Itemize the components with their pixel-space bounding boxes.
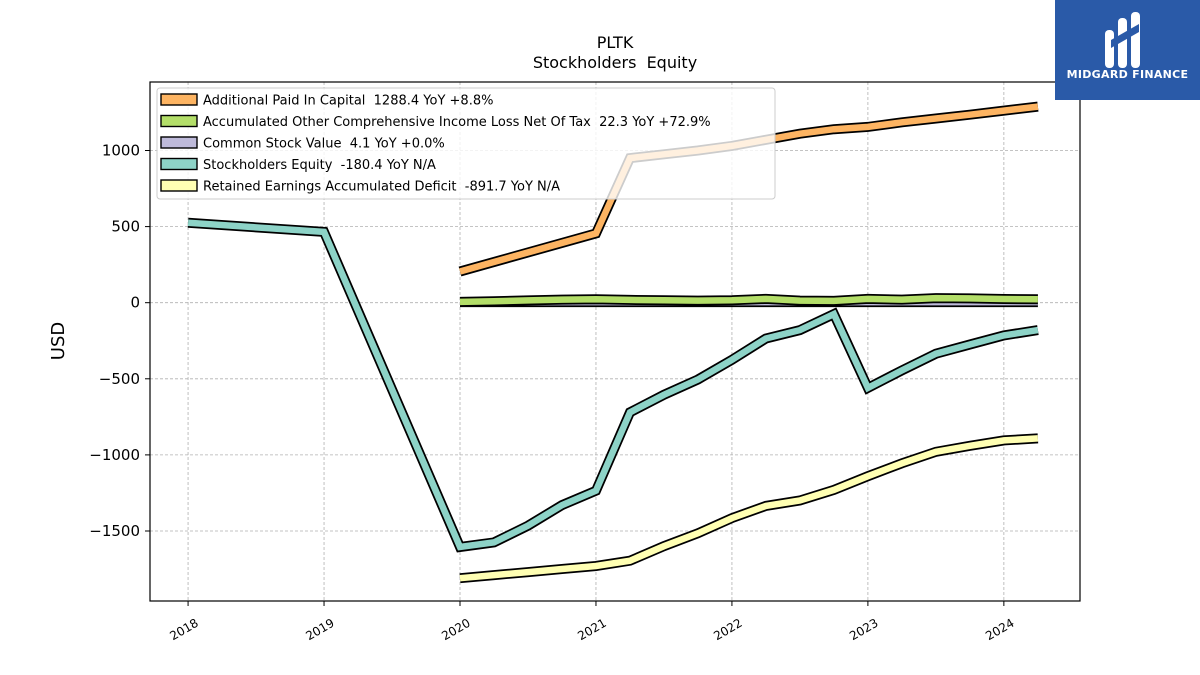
legend-entry: Common Stock Value 4.1 YoY +0.0% [203,137,445,152]
x-tick-label: 2020 [439,616,472,643]
legend-box [156,87,776,200]
x-tick-label: 2019 [303,616,336,643]
x-tick-label: 2022 [711,616,744,643]
legend-entry: Retained Earnings Accumulated Deficit -8… [203,180,560,195]
y-tick-label: −1000 [89,446,140,464]
legend-entry: Additional Paid In Capital 1288.4 YoY +8… [203,94,493,109]
series-stockholders-equity [187,217,1039,553]
series-retained-earnings-accumulated-deficit [459,433,1039,584]
y-tick-label: 1000 [102,141,140,159]
logo-text: MIDGARD FINANCE [1066,68,1189,81]
legend-swatch [160,114,198,128]
series-line [459,435,1039,582]
series-accumulated-other-comprehensive-income-loss-net-of-tax [459,293,1038,307]
legend-swatch [160,93,198,106]
series-line [459,294,1038,306]
logo-mark-icon [1105,12,1140,68]
y-tick-label: −500 [99,370,140,388]
midgard-finance-logo: MIDGARD FINANCE [1055,0,1200,100]
chart-title: PLTK [597,33,634,52]
y-tick-label: −1500 [89,522,140,540]
legend-entry: Stockholders Equity -180.4 YoY N/A [203,158,436,173]
y-tick-label: 500 [111,218,140,236]
chart-subtitle: Stockholders Equity [533,53,697,72]
legend-swatch [160,179,198,192]
x-tick-label: 2018 [167,616,200,643]
y-axis-label: USD [48,322,69,360]
legend-entry: Accumulated Other Comprehensive Income L… [203,115,711,130]
x-tick-label: 2024 [983,616,1016,643]
x-tick-label: 2023 [847,616,880,643]
x-tick-label: 2021 [575,616,608,643]
plot-frame [149,81,1081,602]
legend-swatch [160,136,198,149]
series-line-outline [187,217,1039,553]
legend-swatch [160,157,198,171]
series-line [187,219,1039,551]
series-line-outline [459,433,1039,584]
y-tick-label: 0 [130,294,140,312]
